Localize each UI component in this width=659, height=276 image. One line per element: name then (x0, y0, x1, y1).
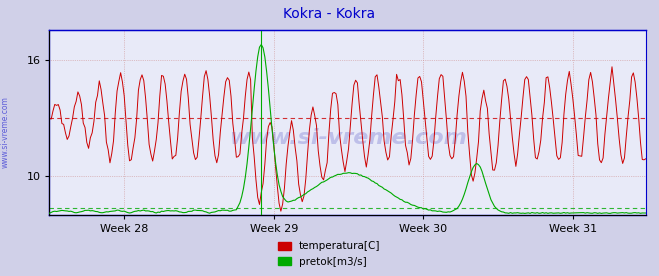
Text: www.si-vreme.com: www.si-vreme.com (1, 97, 10, 168)
Text: Kokra - Kokra: Kokra - Kokra (283, 7, 376, 21)
Text: www.si-vreme.com: www.si-vreme.com (229, 128, 467, 148)
Legend: temperatura[C], pretok[m3/s]: temperatura[C], pretok[m3/s] (274, 237, 385, 271)
